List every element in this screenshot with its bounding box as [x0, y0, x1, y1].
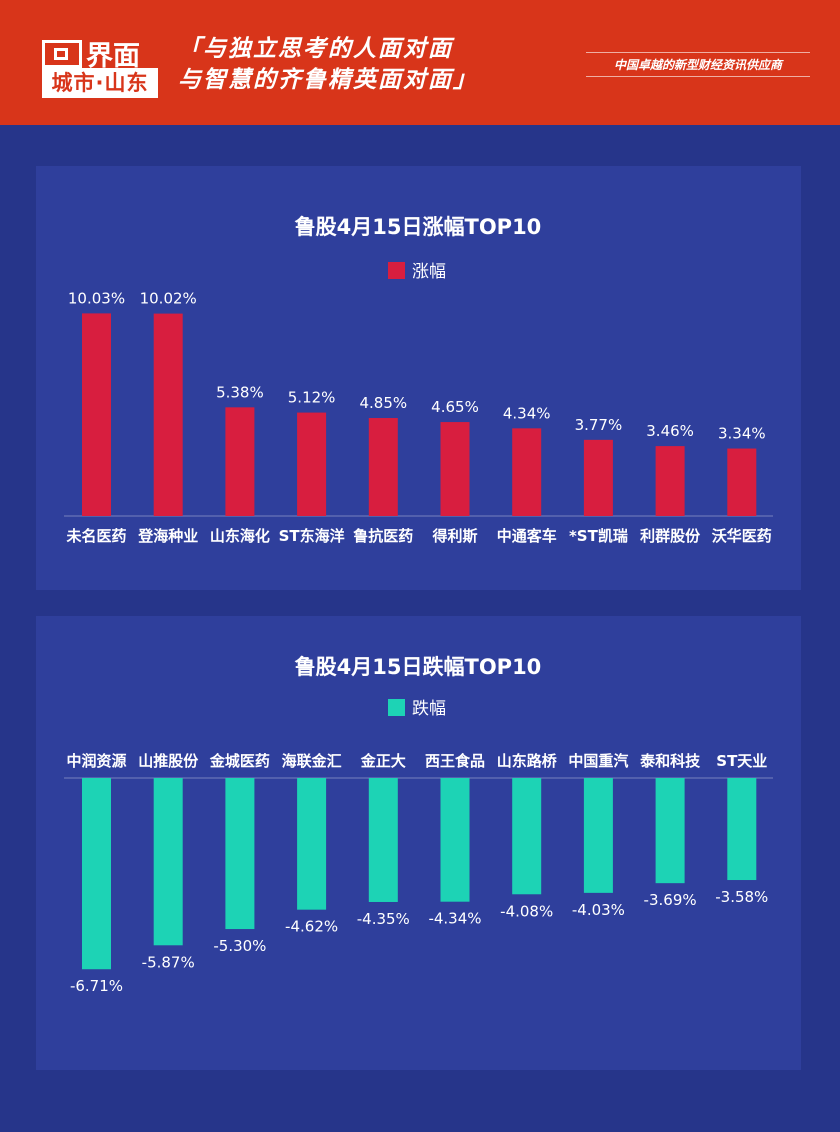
data-label: 3.46% [646, 422, 694, 440]
legend-label: 涨幅 [412, 262, 446, 282]
losers-chart: 鲁股4月15日跌幅TOP10 跌幅 -6.71% 中润资源 -5.87% 山推股份 -5… [64, 655, 773, 995]
bar [727, 448, 757, 516]
data-label: -3.58% [715, 888, 768, 906]
data-label: 10.03% [68, 289, 125, 307]
bar [368, 418, 398, 516]
slogan: 「与独立思考的人面对面 与智慧的齐鲁精英面对面」 [178, 34, 478, 96]
data-label: 4.34% [503, 404, 551, 422]
header-banner: 界面 城市·山东 「与独立思考的人面对面 与智慧的齐鲁精英面对面」 中国卓越的新… [0, 0, 840, 125]
legend-label: 跌幅 [412, 699, 446, 719]
category-label: 未名医药 [65, 527, 126, 545]
data-label: -4.34% [428, 910, 481, 928]
bar [368, 778, 398, 902]
category-label: 登海种业 [137, 527, 198, 545]
data-label: -5.30% [213, 937, 266, 955]
bar [153, 778, 183, 946]
losers-panel: 鲁股4月15日跌幅TOP10 跌幅 -6.71% 中润资源 -5.87% 山推股份 -5… [36, 616, 801, 1070]
category-label: ST东海洋 [279, 527, 345, 545]
data-label: -4.03% [572, 901, 625, 919]
data-label: 5.38% [216, 383, 264, 401]
data-label: -4.62% [285, 918, 338, 936]
category-label: 金城医药 [209, 752, 270, 770]
data-label: 10.02% [140, 290, 197, 308]
category-label: 中通客车 [497, 527, 557, 545]
category-label: 得利斯 [431, 527, 477, 545]
bar [655, 446, 685, 516]
category-label: 山东路桥 [497, 752, 558, 770]
category-label: 中国重汽 [568, 752, 628, 770]
data-label: 3.34% [718, 425, 766, 443]
slogan-line-2: 与智慧的齐鲁精英面对面」 [178, 67, 478, 93]
bar [297, 412, 327, 516]
data-label: -4.08% [500, 902, 553, 920]
category-label: 中润资源 [66, 752, 126, 770]
bar [727, 778, 757, 881]
category-label: 利群股份 [640, 527, 701, 545]
tagline: 中国卓越的新型财经资讯供应商 [586, 52, 810, 77]
logo-name: 界面 [86, 41, 140, 72]
bar [153, 313, 183, 516]
bar [512, 428, 542, 516]
bar [512, 778, 542, 895]
bar [225, 407, 255, 516]
data-label: -4.35% [357, 910, 410, 928]
logo-city: 城市·山东 [42, 68, 158, 98]
gainers-chart: 鲁股4月15日涨幅TOP10 涨幅 10.03% 未名医药 10.02% 登海种业 5.… [64, 215, 773, 545]
logo-icon [42, 39, 82, 68]
data-label: -6.71% [70, 977, 123, 995]
logo: 界面 [42, 34, 140, 73]
data-label: 5.12% [288, 389, 336, 407]
legend-swatch [388, 699, 405, 716]
legend-swatch [388, 262, 405, 279]
category-label: 西王食品 [425, 752, 485, 770]
category-label: 海联金汇 [282, 752, 342, 770]
category-label: *ST凯瑞 [569, 527, 628, 545]
data-label: 4.65% [431, 398, 479, 416]
bar [655, 778, 685, 884]
bar [440, 778, 470, 902]
chart-title: 鲁股4月15日涨幅TOP10 [295, 215, 542, 239]
category-label: 鲁抗医药 [353, 527, 413, 545]
bar [297, 778, 327, 910]
data-label: -3.69% [644, 891, 697, 909]
category-label: 山推股份 [138, 752, 199, 770]
category-label: 金正大 [360, 752, 406, 770]
bar [82, 313, 111, 516]
bar [225, 778, 255, 930]
category-label: 山东海化 [210, 527, 270, 545]
data-label: -5.87% [142, 953, 195, 971]
category-label: 泰和科技 [639, 752, 701, 770]
bar [583, 439, 613, 516]
data-label: 3.77% [575, 416, 623, 434]
gainers-panel: 鲁股4月15日涨幅TOP10 涨幅 10.03% 未名医药 10.02% 登海种业 5.… [36, 166, 801, 590]
bar [440, 422, 470, 516]
category-label: 沃华医药 [712, 527, 772, 545]
bar [583, 778, 613, 893]
category-label: ST天业 [716, 752, 767, 770]
bar [82, 778, 111, 970]
chart-title: 鲁股4月15日跌幅TOP10 [295, 655, 542, 679]
data-label: 4.85% [359, 394, 407, 412]
slogan-line-1: 「与独立思考的人面对面 [178, 36, 453, 62]
